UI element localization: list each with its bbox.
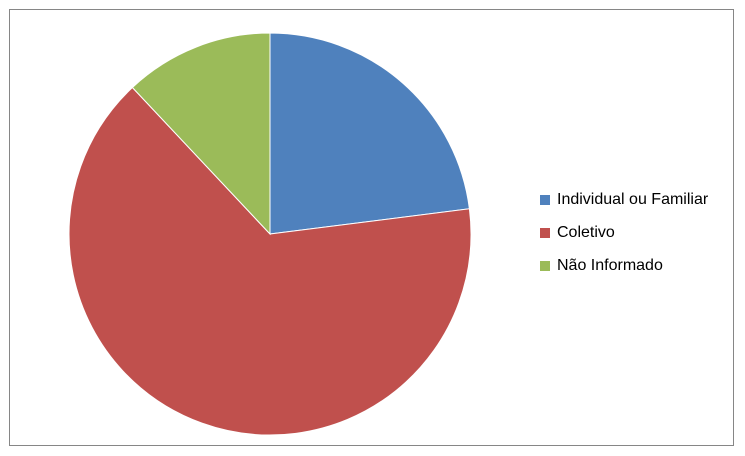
legend-label: Individual ou Familiar <box>557 191 709 208</box>
pie-chart <box>68 32 472 436</box>
legend-label: Coletivo <box>557 224 615 241</box>
legend-swatch <box>540 195 550 205</box>
legend-item: Coletivo <box>540 223 708 243</box>
legend-swatch <box>540 261 550 271</box>
legend-item: Não Informado <box>540 256 708 276</box>
legend-label: Não Informado <box>557 257 663 274</box>
pie-slice-n-o-informado <box>131 32 271 236</box>
chart-area: Individual ou Familiar Coletivo Não Inform… <box>9 9 734 446</box>
legend-item: Individual ou Familiar <box>540 190 708 210</box>
legend: Individual ou Familiar Coletivo Não Inform… <box>540 190 708 289</box>
legend-swatch <box>540 228 550 238</box>
pie-slice-individual-ou-familiar <box>269 32 470 235</box>
pie-slice-coletivo <box>68 86 472 436</box>
